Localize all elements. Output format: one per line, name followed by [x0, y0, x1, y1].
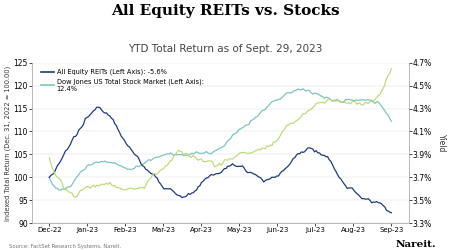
Y-axis label: Yield: Yield — [437, 134, 446, 152]
Text: Nareit.: Nareit. — [396, 240, 436, 249]
Text: All Equity REITs vs. Stocks: All Equity REITs vs. Stocks — [111, 4, 339, 18]
Y-axis label: Indexed Total Return (Dec. 31, 2022 = 100.00): Indexed Total Return (Dec. 31, 2022 = 10… — [4, 65, 11, 220]
Text: Source: FactSet Research Systems, Nareit.: Source: FactSet Research Systems, Nareit… — [9, 244, 121, 249]
Legend: All Equity REITs (Left Axis): -5.6%, Dow Jones US Total Stock Market (Left Axis): All Equity REITs (Left Axis): -5.6%, Dow… — [39, 68, 205, 93]
Text: YTD Total Return as of Sept. 29, 2023: YTD Total Return as of Sept. 29, 2023 — [128, 44, 322, 54]
